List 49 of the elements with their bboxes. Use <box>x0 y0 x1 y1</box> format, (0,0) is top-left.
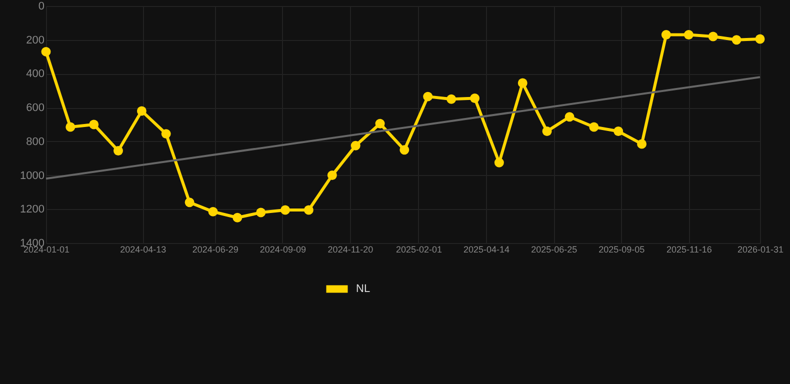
point <box>614 126 624 136</box>
y-tick-label: 600 <box>26 102 44 114</box>
point <box>589 122 599 132</box>
point <box>708 32 718 42</box>
y-tick-label: 200 <box>26 34 44 46</box>
y-tick-label: 0 <box>38 0 44 12</box>
point <box>423 92 433 102</box>
point <box>564 112 574 122</box>
point <box>637 139 647 149</box>
point <box>41 46 51 56</box>
point <box>136 106 146 116</box>
x-tick-label: 2024-11-20 <box>328 244 374 254</box>
point <box>494 158 504 168</box>
y-tick-label: 1200 <box>20 204 44 216</box>
x-tick-label: 2025-11-16 <box>666 244 712 254</box>
point <box>89 120 99 130</box>
point <box>732 35 742 45</box>
x-tick-label: 2024-06-29 <box>192 244 238 254</box>
point <box>184 198 194 208</box>
point <box>446 94 456 104</box>
point <box>66 122 76 132</box>
point <box>114 146 123 156</box>
point <box>684 30 694 40</box>
x-tick-label: 2025-06-25 <box>531 244 578 254</box>
x-tick-label: 2024-09-09 <box>260 244 306 254</box>
point <box>208 206 218 216</box>
point <box>256 208 266 218</box>
point <box>542 126 552 136</box>
legend-label: NL <box>356 283 370 295</box>
point <box>280 205 290 215</box>
y-tick-label: 400 <box>26 68 44 80</box>
y-tick-label: 1000 <box>20 170 44 182</box>
point <box>755 34 765 44</box>
point <box>350 140 360 150</box>
point <box>661 30 671 40</box>
point <box>304 205 314 215</box>
point <box>518 78 528 88</box>
point <box>400 145 410 155</box>
x-tick-label: 2025-04-14 <box>464 244 510 254</box>
x-tick-label: 2025-09-05 <box>598 244 645 254</box>
x-tick-label: 2025-02-01 <box>396 244 442 254</box>
x-tick-label: 2026-01-31 <box>737 244 784 254</box>
point <box>232 212 242 222</box>
point <box>375 118 385 128</box>
point <box>161 129 171 139</box>
y-tick-label: 800 <box>26 136 44 148</box>
point <box>327 170 337 180</box>
x-tick-label: 2024-04-13 <box>120 244 166 254</box>
point <box>470 94 480 103</box>
